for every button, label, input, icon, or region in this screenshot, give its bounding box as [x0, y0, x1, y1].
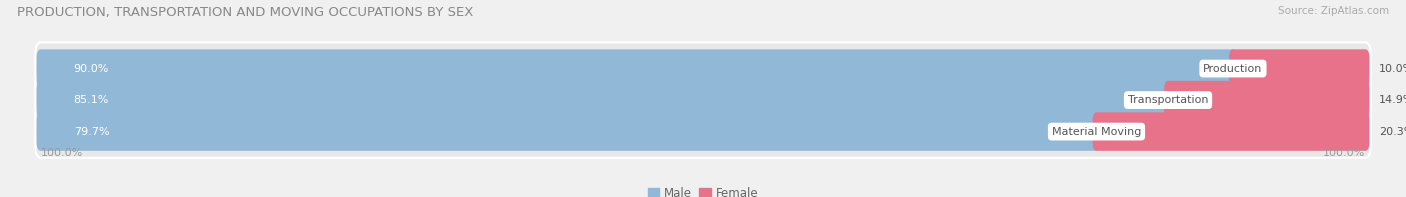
Text: 20.3%: 20.3% — [1379, 127, 1406, 137]
Text: PRODUCTION, TRANSPORTATION AND MOVING OCCUPATIONS BY SEX: PRODUCTION, TRANSPORTATION AND MOVING OC… — [17, 6, 474, 19]
Text: 10.0%: 10.0% — [1379, 64, 1406, 73]
Text: 79.7%: 79.7% — [73, 127, 110, 137]
FancyBboxPatch shape — [35, 74, 1371, 126]
Text: Production: Production — [1204, 64, 1263, 73]
Text: 85.1%: 85.1% — [73, 95, 110, 105]
Text: 14.9%: 14.9% — [1379, 95, 1406, 105]
FancyBboxPatch shape — [37, 49, 1237, 88]
Text: 90.0%: 90.0% — [73, 64, 110, 73]
Legend: Male, Female: Male, Female — [643, 183, 763, 197]
Text: 100.0%: 100.0% — [1323, 148, 1365, 158]
Text: Material Moving: Material Moving — [1052, 127, 1142, 137]
Text: 100.0%: 100.0% — [41, 148, 83, 158]
Text: Source: ZipAtlas.com: Source: ZipAtlas.com — [1278, 6, 1389, 16]
FancyBboxPatch shape — [37, 81, 1173, 119]
FancyBboxPatch shape — [37, 112, 1101, 151]
FancyBboxPatch shape — [1092, 112, 1369, 151]
FancyBboxPatch shape — [1229, 49, 1369, 88]
FancyBboxPatch shape — [35, 105, 1371, 158]
FancyBboxPatch shape — [1164, 81, 1369, 119]
FancyBboxPatch shape — [35, 42, 1371, 95]
Text: Transportation: Transportation — [1128, 95, 1208, 105]
